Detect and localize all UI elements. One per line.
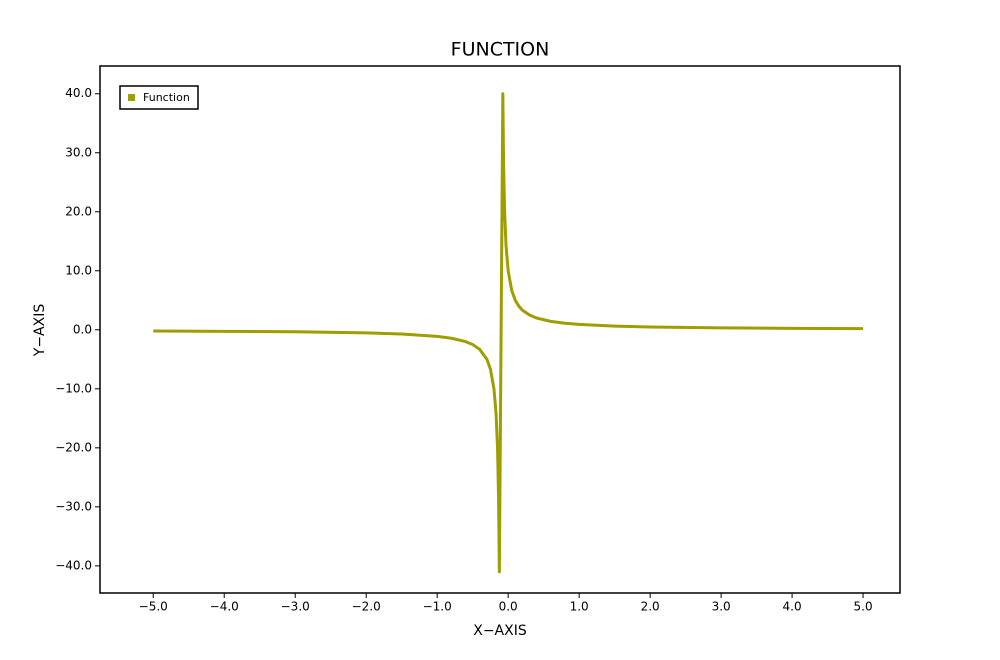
line (153, 92, 864, 574)
y-tick-label: 0.0 (73, 322, 92, 336)
x-tick-label: 1.0 (570, 600, 589, 614)
y-tick-label: 40.0 (65, 86, 92, 100)
y-tick-label: 30.0 (65, 145, 92, 159)
x-tick-label: −5.0 (139, 600, 168, 614)
x-tick-label: 2.0 (641, 600, 660, 614)
y-tick-label: −40.0 (55, 558, 92, 572)
x-tick-label: 5.0 (854, 600, 873, 614)
plot-frame (99, 65, 901, 594)
x-tick-label: 4.0 (783, 600, 802, 614)
x-axis-label: X−AXIS (473, 623, 527, 639)
x-tick-label: −4.0 (210, 600, 239, 614)
legend-swatch (128, 94, 135, 101)
x-tick-label: 0.0 (499, 600, 518, 614)
legend-label: Function (143, 91, 190, 104)
y-tick-label: 10.0 (65, 263, 92, 277)
x-tick-label: −3.0 (281, 600, 310, 614)
y-tick-label: −30.0 (55, 499, 92, 513)
legend-box (119, 85, 199, 110)
chart-title: FUNCTION (451, 39, 550, 61)
y-tick-label: −20.0 (55, 440, 92, 454)
y-tick-label: −10.0 (55, 381, 92, 395)
x-tick-label: −1.0 (423, 600, 452, 614)
x-tick-label: 3.0 (712, 600, 731, 614)
y-axis-label: Y−AXIS (32, 304, 48, 358)
y-tick-label: 20.0 (65, 204, 92, 218)
x-tick-label: −2.0 (352, 600, 381, 614)
